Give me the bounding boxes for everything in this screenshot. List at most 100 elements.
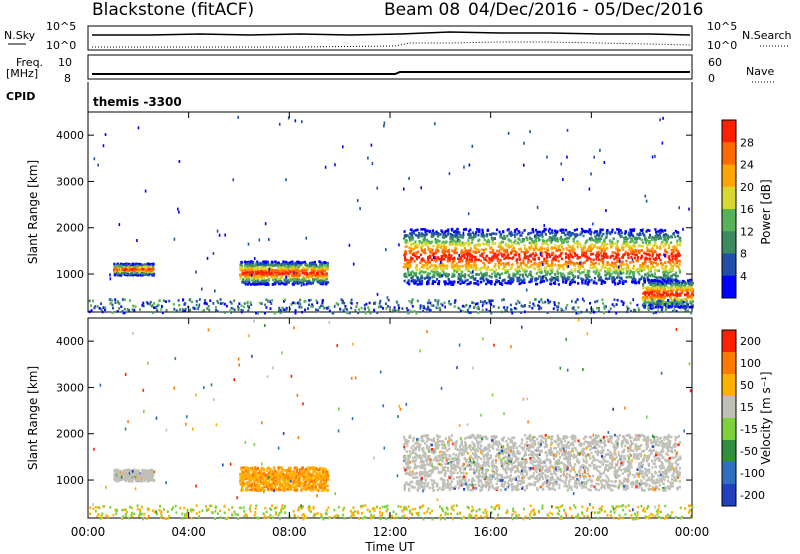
scatter-cell — [518, 248, 521, 251]
scatter-cell — [580, 227, 584, 231]
scatter-cell — [154, 305, 157, 309]
scatter-cell — [283, 279, 286, 282]
scatter-cell — [432, 253, 435, 256]
scatter-cell — [644, 293, 647, 296]
scatter-cell — [464, 279, 467, 283]
scatter-cell — [649, 291, 652, 295]
scatter-cell — [485, 308, 488, 312]
scatter-cell — [619, 263, 622, 266]
scatter-cell — [664, 248, 667, 251]
scatter-cell — [539, 252, 542, 256]
scatter-cell — [407, 279, 410, 283]
scatter-cell — [654, 154, 656, 158]
scatter-cell — [270, 273, 273, 276]
scatter-cell — [324, 261, 327, 264]
scatter-cell — [634, 308, 637, 312]
scatter-cell — [624, 280, 627, 283]
scatter-cell — [506, 251, 509, 255]
scatter-cell — [410, 249, 413, 253]
scatter-cell — [561, 278, 564, 282]
scatter-cell — [506, 228, 509, 232]
scatter-cell — [254, 277, 258, 281]
scatter-cell — [677, 287, 680, 290]
scatter-cell — [651, 252, 654, 256]
scatter-cell — [581, 262, 584, 265]
scatter-cell — [468, 282, 471, 286]
scatter-cell — [677, 288, 680, 292]
scatter-cell — [412, 242, 416, 246]
scatter-cell — [356, 199, 359, 203]
scatter-cell — [627, 269, 630, 272]
scatter-cell — [286, 268, 289, 272]
scatter-cell — [450, 236, 453, 240]
scatter-cell — [442, 456, 445, 460]
scatter-cell — [639, 257, 643, 260]
scatter-cell — [129, 263, 132, 267]
scatter-cell — [675, 247, 678, 250]
scatter-cell — [550, 241, 553, 244]
scatter-cell — [598, 234, 601, 237]
scatter-cell — [561, 228, 564, 231]
scatter-cell — [564, 252, 567, 255]
scatter-cell — [494, 254, 497, 258]
scatter-cell — [643, 279, 646, 283]
scatter-cell — [502, 436, 506, 439]
scatter-cell — [485, 267, 488, 270]
scatter-cell — [409, 436, 412, 440]
scatter-cell — [360, 306, 363, 310]
scatter-cell — [292, 274, 295, 278]
scatter-cell — [629, 261, 632, 264]
scatter-cell — [494, 459, 498, 462]
scatter-cell — [555, 275, 559, 279]
scatter-cell — [270, 266, 273, 270]
scatter-cell — [138, 308, 141, 311]
scatter-cell — [504, 308, 507, 312]
scatter-cell — [308, 280, 311, 284]
scatter-cell — [625, 263, 628, 266]
scatter-cell — [588, 474, 591, 478]
scatter-cell — [414, 271, 417, 275]
scatter-cell — [670, 275, 673, 278]
scatter-cell — [453, 301, 456, 305]
scatter-cell — [534, 262, 537, 266]
scatter-cell — [131, 308, 134, 311]
scatter-cell — [271, 275, 274, 279]
scatter-cell — [475, 231, 478, 234]
scatter-cell — [426, 305, 429, 309]
scatter-cell — [507, 243, 510, 247]
scatter-cell — [619, 235, 622, 239]
scatter-cell — [600, 257, 604, 261]
scatter-cell — [683, 283, 687, 286]
scatter-cell — [565, 247, 568, 250]
scatter-cell — [627, 275, 630, 279]
scatter-cell — [260, 276, 263, 280]
scatter-cell — [474, 265, 478, 268]
scatter-cell — [561, 251, 564, 255]
scatter-cell — [633, 241, 636, 244]
scatter-cell — [368, 301, 371, 305]
scatter-cell — [676, 234, 680, 238]
scatter-cell — [477, 228, 480, 232]
scatter-cell — [412, 444, 415, 448]
scatter-cell — [461, 304, 464, 308]
scatter-cell — [534, 238, 537, 242]
scatter-cell — [253, 265, 256, 268]
velocity-scatter-group — [89, 318, 694, 521]
scatter-cell — [502, 298, 505, 301]
cpid-value: themis -3300 — [93, 95, 182, 109]
scatter-cell — [452, 239, 455, 243]
scatter-cell — [416, 283, 419, 286]
scatter-cell — [468, 163, 471, 167]
scatter-cell — [544, 242, 547, 245]
scatter-cell — [274, 279, 277, 282]
scatter-cell — [605, 232, 609, 235]
scatter-cell — [456, 238, 459, 242]
scatter-cell — [498, 250, 501, 253]
scatter-cell — [141, 263, 145, 267]
scatter-cell — [341, 299, 344, 303]
scatter-cell — [617, 253, 620, 256]
scatter-cell — [319, 268, 322, 271]
scatter-cell — [545, 277, 548, 280]
scatter-cell — [118, 223, 121, 227]
scatter-cell — [608, 450, 612, 454]
